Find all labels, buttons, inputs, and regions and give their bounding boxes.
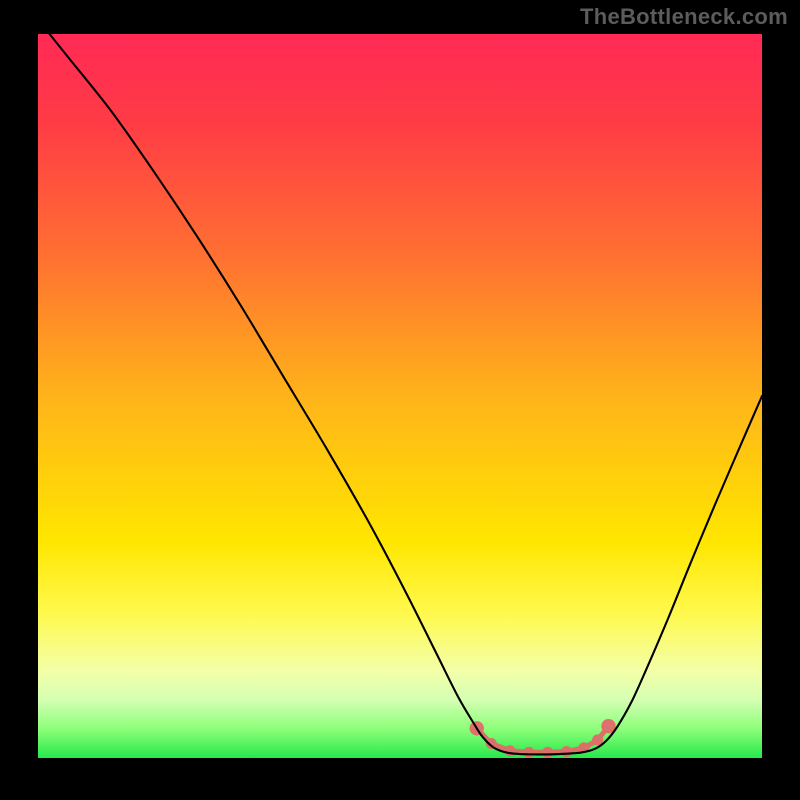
gradient-background — [38, 34, 762, 758]
chart-frame: TheBottleneck.com — [0, 0, 800, 800]
watermark-text: TheBottleneck.com — [580, 4, 788, 30]
plot-area — [38, 34, 762, 758]
chart-svg — [38, 34, 762, 758]
